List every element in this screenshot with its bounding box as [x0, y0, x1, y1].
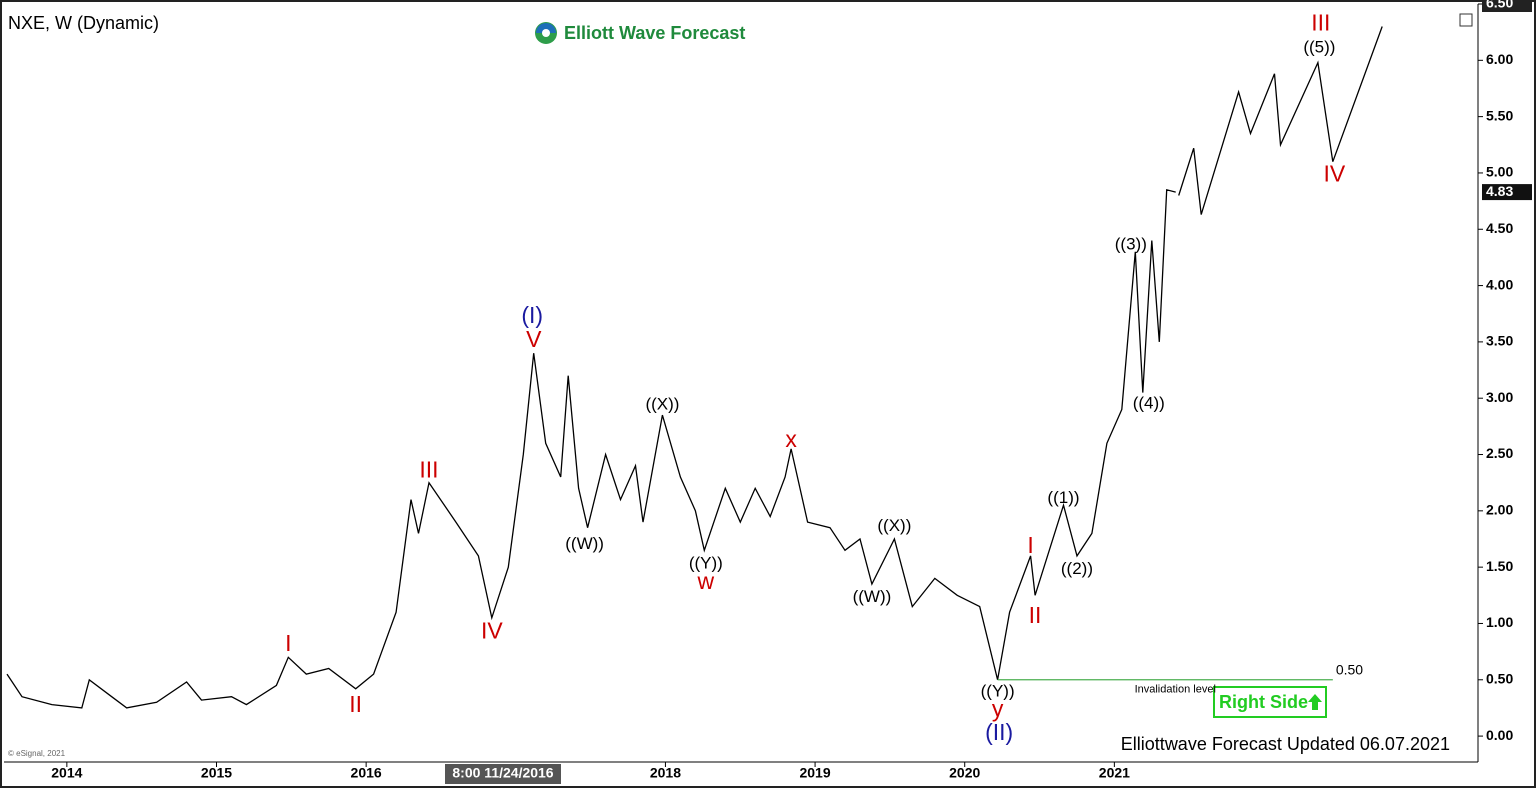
wave-label: ((5)) [1303, 37, 1335, 56]
invalidation-value: 0.50 [1336, 661, 1363, 677]
y-tick-label: 5.00 [1486, 164, 1513, 180]
x-tick-label: 2018 [650, 765, 681, 781]
wave-label: (I) [521, 302, 543, 328]
wave-label: III [1311, 9, 1330, 35]
wave-label: w [697, 568, 715, 594]
y-tick-box [1482, 0, 1532, 12]
wave-label: I [1027, 532, 1033, 558]
wave-label: II [349, 691, 362, 717]
crosshair-label: 8:00 11/24/2016 [452, 765, 553, 781]
y-tick-label: 0.00 [1486, 727, 1513, 743]
x-tick-label: 2014 [51, 765, 82, 781]
right-side-badge: Right Side [1213, 686, 1327, 718]
y-tick-label: 1.00 [1486, 614, 1513, 630]
wave-label: III [419, 456, 438, 482]
wave-label: ((Y)) [981, 682, 1015, 701]
x-tick-label: 2016 [351, 765, 382, 781]
wave-label: ((X)) [877, 516, 911, 535]
wave-label: ((W)) [853, 587, 892, 606]
chart-title: NXE, W (Dynamic) [8, 13, 159, 33]
x-tick-label: 2019 [799, 765, 830, 781]
y-tick-label: 4.50 [1486, 220, 1513, 236]
wave-label: II [1029, 602, 1042, 628]
window-icon [1459, 13, 1473, 27]
wave-label: ((X)) [645, 394, 679, 413]
wave-label: IV [481, 618, 503, 644]
y-tick-label: 5.50 [1486, 107, 1513, 123]
y-tick-label: 4.00 [1486, 276, 1513, 292]
wave-label: ((4)) [1133, 393, 1165, 412]
x-tick-label: 2015 [201, 765, 232, 781]
price-line [6, 188, 1176, 709]
price-line [1178, 26, 1383, 215]
x-tick-label: 2021 [1099, 765, 1130, 781]
y-tick-label: 1.50 [1486, 558, 1513, 574]
y-tick-label: 0.50 [1486, 670, 1513, 686]
y-tick-label: 6.00 [1486, 51, 1513, 67]
last-price-box [1482, 184, 1532, 201]
y-tick-label: 3.50 [1486, 333, 1513, 349]
wave-label: ((W)) [565, 534, 604, 553]
wave-label: IV [1323, 160, 1345, 186]
logo: Elliott Wave Forecast [535, 22, 745, 44]
wave-label: ((3)) [1115, 235, 1147, 254]
y-tick-label: 2.00 [1486, 502, 1513, 518]
wave-label: I [285, 630, 291, 656]
wave-label: V [526, 326, 542, 352]
brand: Elliott Wave Forecast [564, 23, 745, 43]
wave-label: y [992, 695, 1004, 721]
last-price-label: 4.83 [1486, 183, 1513, 199]
wave-label: ((2)) [1061, 559, 1093, 578]
footer: Elliottwave Forecast Updated 06.07.2021 [1121, 734, 1450, 754]
invalidation-text: Invalidation level [1135, 684, 1216, 696]
y-tick-label: 2.50 [1486, 445, 1513, 461]
y-tick-label: 3.00 [1486, 389, 1513, 405]
crosshair-box [445, 764, 561, 784]
wave-label: ((Y)) [689, 553, 723, 572]
x-tick-label: 2020 [949, 765, 980, 781]
y-tick-label: 6.50 [1486, 0, 1513, 11]
wave-label: (II) [985, 719, 1013, 745]
badge-text: Right Side [1219, 692, 1308, 712]
wave-label: ((1)) [1047, 488, 1079, 507]
wave-label: x [785, 426, 797, 452]
copyright: © eSignal, 2021 [8, 749, 66, 758]
